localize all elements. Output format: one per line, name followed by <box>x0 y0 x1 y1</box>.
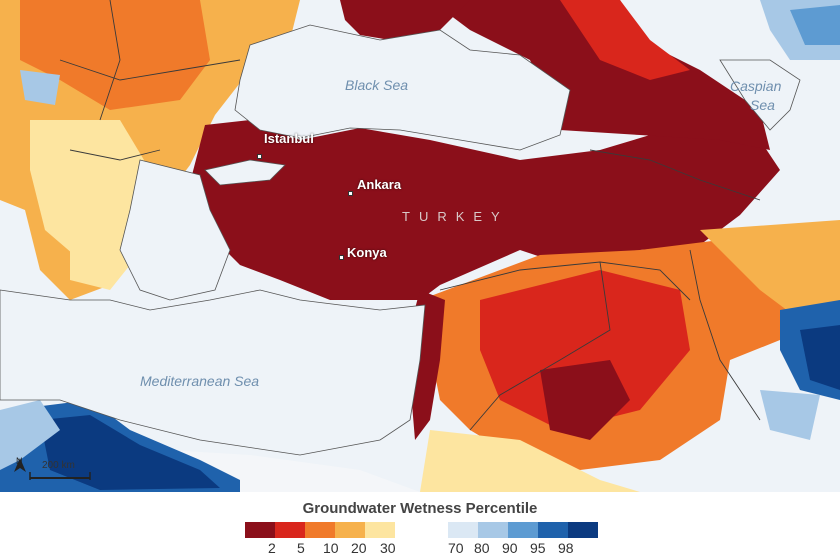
north-arrow-icon <box>14 458 26 472</box>
border-balkans-2 <box>69 149 161 161</box>
gulf-wet-deep <box>800 325 840 390</box>
caspian-sea-label-1: Caspian <box>730 78 782 94</box>
legend: Groundwater Wetness Percentile 2 5 10 20… <box>0 492 840 560</box>
libya-wet-deep <box>40 415 220 490</box>
marmara-water <box>204 159 286 186</box>
swatch-dry-5 <box>275 522 305 538</box>
scale-bar: 200 km N <box>12 456 102 486</box>
istanbul-marker <box>257 154 262 159</box>
levant-core <box>480 270 690 430</box>
map-canvas <box>0 0 840 492</box>
gulf-wet-light <box>760 390 820 440</box>
scale-bar-graphic <box>29 472 91 480</box>
scale-bar-label: 200 km <box>42 460 75 471</box>
tick-20: 20 <box>351 540 367 556</box>
swatch-wet-98 <box>568 522 598 538</box>
border-iran <box>689 249 761 421</box>
mediterranean-water <box>0 289 426 456</box>
country-borders <box>59 0 761 431</box>
groundwater-map: Black Sea Caspian Sea Mediterranean Sea … <box>0 0 840 492</box>
aegean-water <box>119 159 231 301</box>
crimea-dry <box>340 0 470 40</box>
caspian-sea-label-2: Sea <box>750 97 775 113</box>
ankara-label: Ankara <box>357 177 402 192</box>
country-label-turkey: TURKEY <box>402 209 509 224</box>
libya-wet-light <box>0 400 60 470</box>
ankara-marker <box>348 191 353 196</box>
balkan-wet <box>20 70 60 105</box>
iraq-core <box>540 360 630 440</box>
swatch-dry-2 <box>245 522 275 538</box>
iran-dry <box>700 220 840 320</box>
arabia-pale <box>420 430 640 492</box>
swatch-dry-20 <box>335 522 365 538</box>
tick-10: 10 <box>323 540 339 556</box>
balkans-hot <box>20 0 210 110</box>
konya-marker <box>339 255 344 260</box>
tick-98: 98 <box>558 540 574 556</box>
land-areas <box>0 0 840 492</box>
tick-30: 30 <box>380 540 396 556</box>
north-arrow-label: N <box>16 456 23 466</box>
caucasus-dry <box>430 0 770 150</box>
swatch-wet-70 <box>448 522 478 538</box>
caspian-wet-deep <box>790 5 840 45</box>
swatch-wet-90 <box>508 522 538 538</box>
tick-95: 95 <box>530 540 546 556</box>
mediterranean-sea-label: Mediterranean Sea <box>140 373 260 389</box>
black-sea-water <box>234 24 571 151</box>
swatch-wet-95 <box>538 522 568 538</box>
konya-label: Konya <box>347 245 387 260</box>
tick-2: 2 <box>268 540 276 556</box>
caspian-water <box>719 59 801 131</box>
caucasus-edge <box>560 0 690 80</box>
border-caucasus <box>589 149 761 201</box>
tick-80: 80 <box>474 540 490 556</box>
black-sea-label: Black Sea <box>345 77 409 93</box>
tick-90: 90 <box>502 540 518 556</box>
border-iraq <box>469 261 611 431</box>
border-balkans-3 <box>99 0 121 121</box>
border-balkans-1 <box>59 59 241 81</box>
swatch-wet-80 <box>478 522 508 538</box>
swatch-dry-10 <box>305 522 335 538</box>
tick-70: 70 <box>448 540 464 556</box>
tick-5: 5 <box>297 540 305 556</box>
swatch-dry-30 <box>365 522 395 538</box>
legend-title: Groundwater Wetness Percentile <box>302 500 538 517</box>
istanbul-label: Istanbul <box>264 131 314 146</box>
water-bodies <box>0 24 801 456</box>
